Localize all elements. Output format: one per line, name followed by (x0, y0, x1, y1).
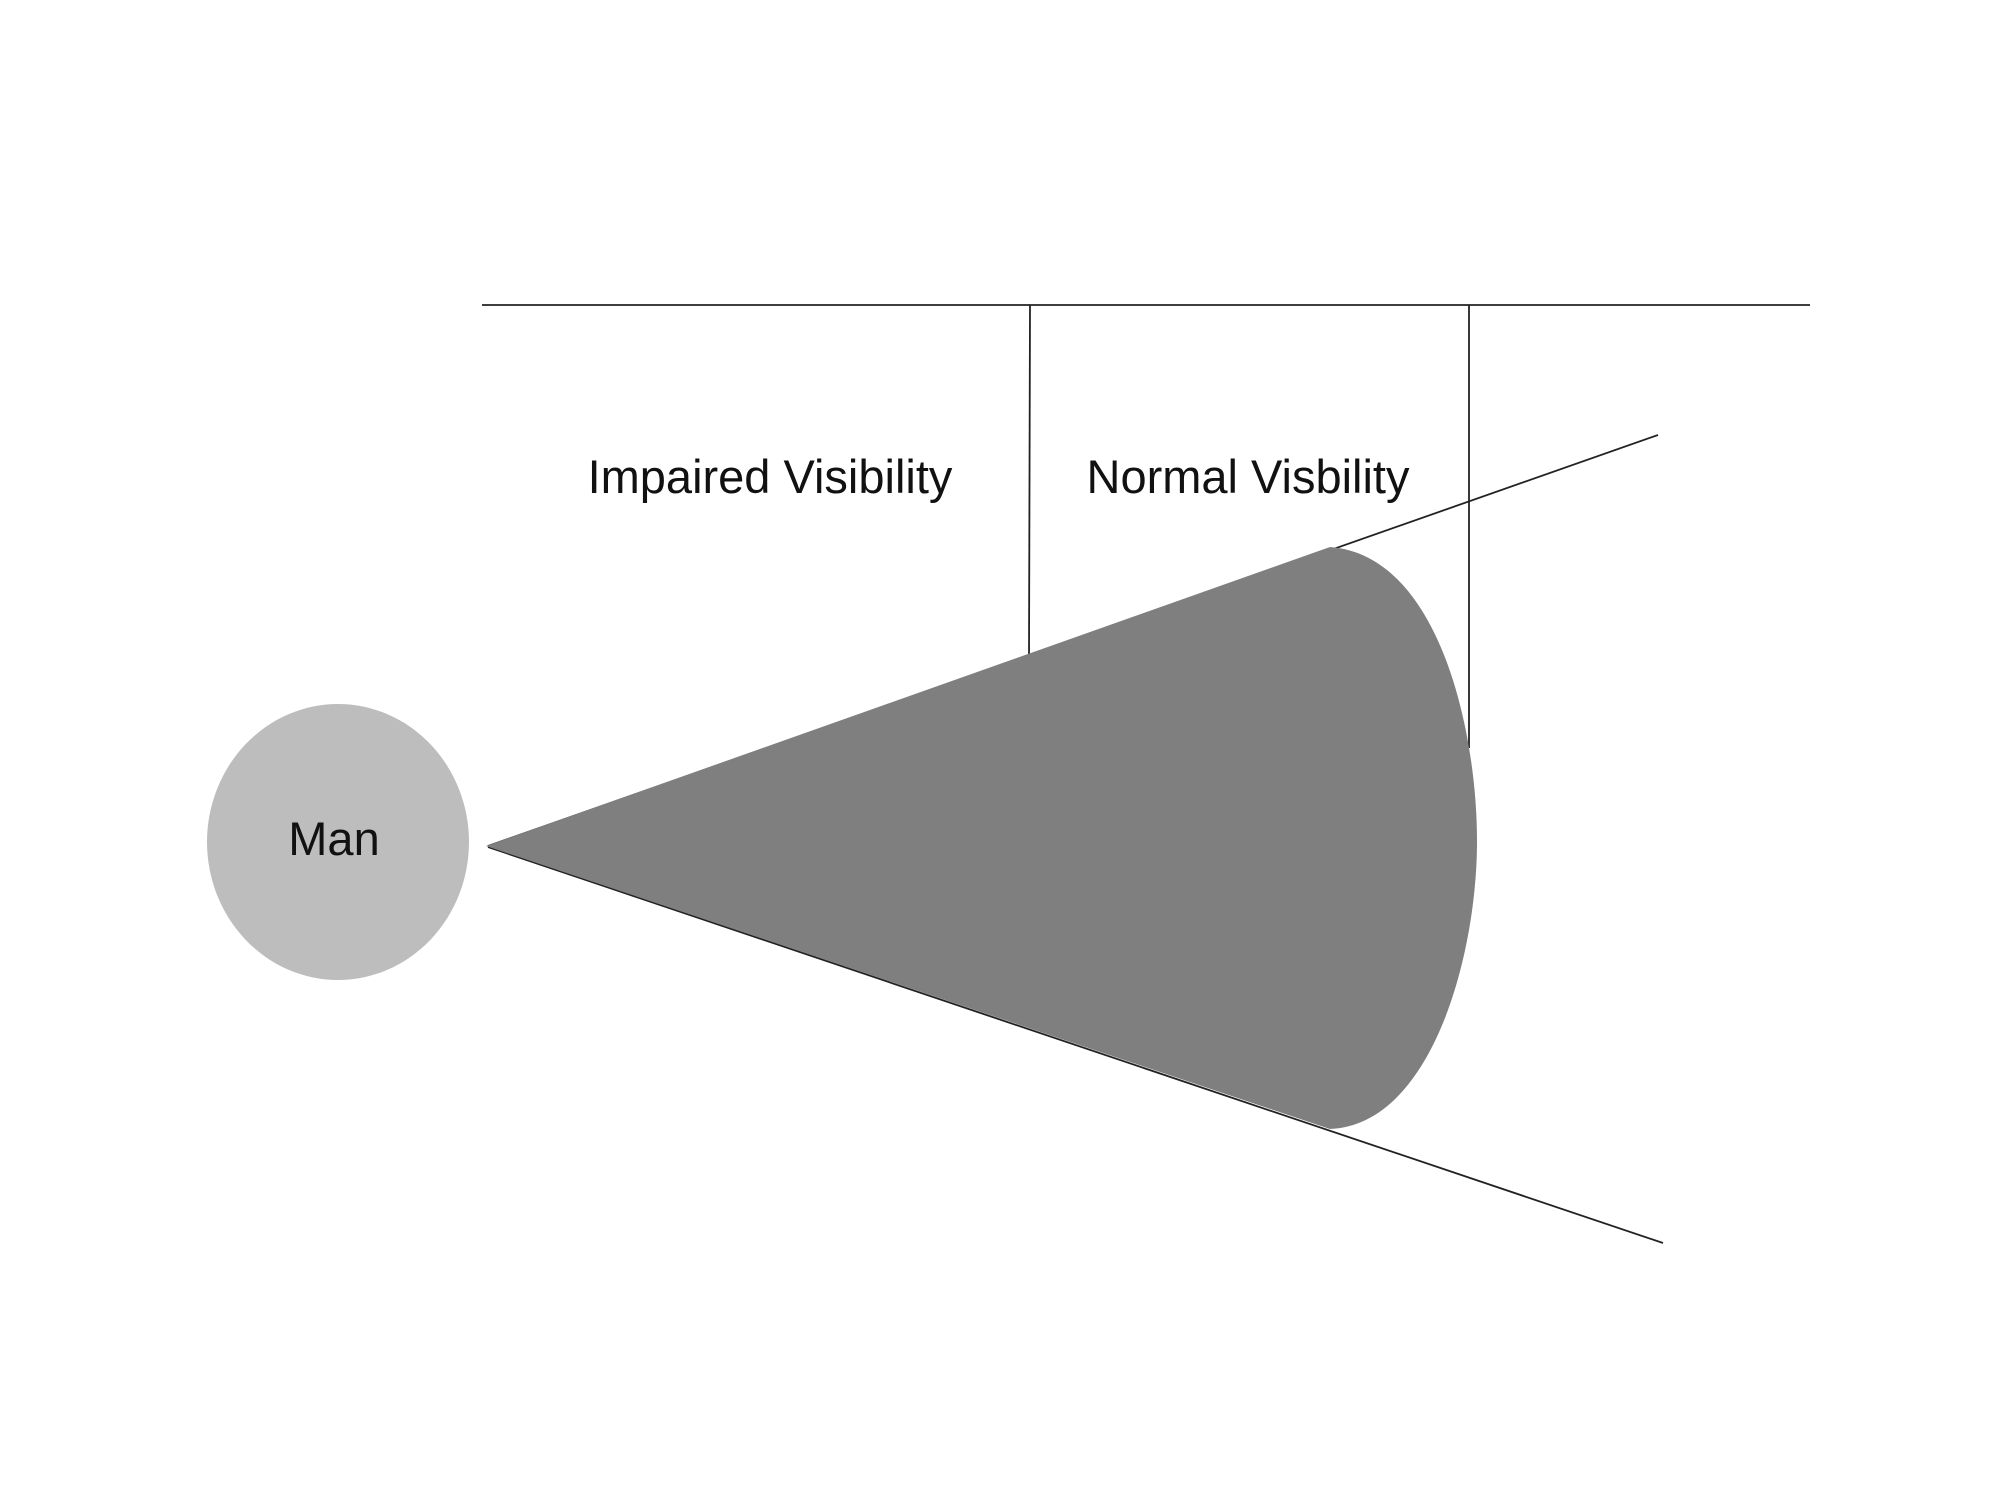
impaired-visibility-label: Impaired Visibility (588, 450, 953, 503)
lower-sight-line (487, 846, 1664, 1244)
impaired-normal-divider (1028, 304, 1031, 658)
normal-visibility-label: Normal Visbility (1087, 450, 1410, 503)
visibility-cone (486, 547, 1478, 1129)
man-label: Man (288, 812, 379, 865)
man-circle (207, 704, 469, 980)
